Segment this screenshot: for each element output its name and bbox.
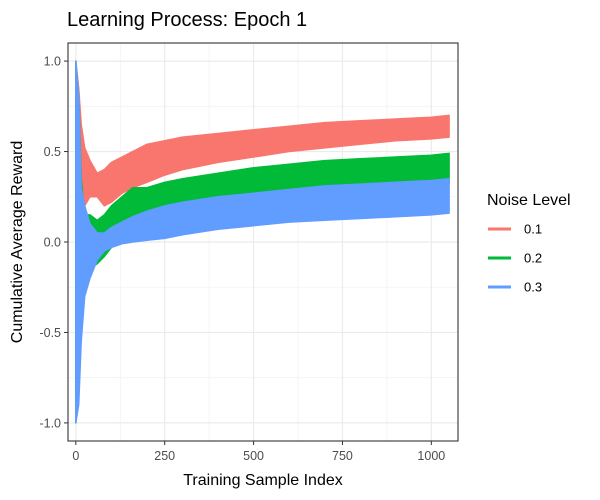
x-tick-label: 0 bbox=[72, 449, 79, 463]
y-tick-label: -0.5 bbox=[39, 326, 61, 340]
legend: Noise Level 0.1 0.2 0.3 bbox=[487, 192, 571, 295]
legend-label: 0.1 bbox=[524, 222, 542, 237]
y-tick-label: 0.0 bbox=[44, 236, 61, 250]
y-axis: -1.0 -0.5 0.0 0.5 1.0 bbox=[39, 55, 68, 430]
x-axis-title: Training Sample Index bbox=[183, 472, 343, 489]
y-tick-label: 0.5 bbox=[44, 145, 61, 159]
chart-title: Learning Process: Epoch 1 bbox=[67, 9, 307, 31]
series-band-0.1 bbox=[75, 60, 450, 279]
legend-title: Noise Level bbox=[487, 192, 571, 209]
x-tick-label: 750 bbox=[332, 449, 353, 463]
y-tick-label: -1.0 bbox=[39, 416, 61, 430]
y-tick-label: 1.0 bbox=[44, 55, 61, 69]
x-tick-label: 500 bbox=[243, 449, 264, 463]
series-layer bbox=[75, 60, 450, 424]
x-tick-label: 1000 bbox=[417, 449, 445, 463]
legend-label: 0.3 bbox=[524, 280, 542, 295]
x-tick-label: 250 bbox=[154, 449, 175, 463]
y-axis-title: Cumulative Average Reward bbox=[9, 141, 26, 343]
series-band-0.3 bbox=[75, 60, 450, 424]
x-axis: 0 250 500 750 1000 bbox=[72, 441, 445, 463]
legend-label: 0.2 bbox=[524, 251, 542, 266]
